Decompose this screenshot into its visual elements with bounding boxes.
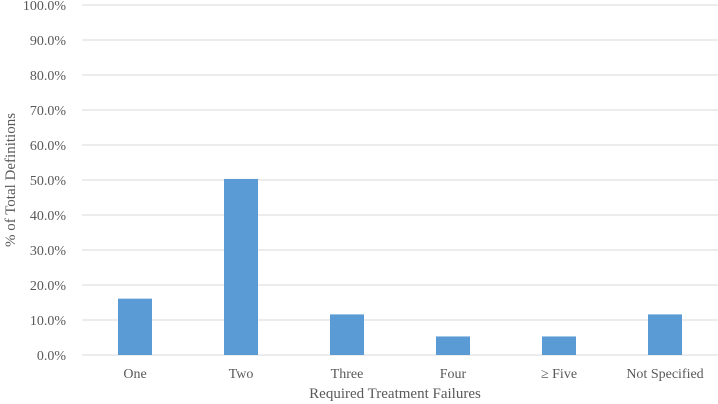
x-tick-label: Two: [229, 367, 254, 382]
y-tick-labels: 0.0% 10.0% 20.0% 30.0% 40.0% 50.0% 60.0% 70.0% 8…: [23, 0, 67, 364]
y-tick-label: 90.0%: [30, 34, 67, 49]
y-tick-label: 10.0%: [30, 314, 67, 329]
y-tick-label: 30.0%: [30, 244, 67, 259]
x-tick-labels: One Two Three Four ≥ Five Not Specified: [123, 367, 703, 382]
bars: [118, 178, 682, 355]
x-axis-title: Required Treatment Failures: [309, 386, 481, 402]
y-tick-label: 80.0%: [30, 69, 67, 84]
x-tick-label: Four: [440, 367, 467, 382]
bar: [330, 314, 364, 355]
bar: [118, 298, 152, 355]
y-tick-label: 50.0%: [30, 174, 67, 189]
y-axis-title: % of Total Definitions: [3, 113, 19, 247]
x-tick-label: Three: [331, 367, 364, 382]
gridlines: [82, 4, 718, 356]
bar: [224, 178, 258, 355]
y-tick-label: 60.0%: [30, 139, 67, 154]
bar: [436, 336, 470, 355]
y-tick-label: 20.0%: [30, 279, 67, 294]
x-tick-label: One: [123, 367, 146, 382]
bar: [648, 314, 682, 355]
y-tick-label: 0.0%: [37, 349, 67, 364]
y-tick-label: 70.0%: [30, 104, 67, 119]
x-tick-label: Not Specified: [626, 367, 703, 382]
y-tick-label: 40.0%: [30, 209, 67, 224]
y-tick-label: 100.0%: [23, 0, 67, 14]
x-tick-label: ≥ Five: [541, 367, 577, 382]
bar: [542, 336, 576, 355]
